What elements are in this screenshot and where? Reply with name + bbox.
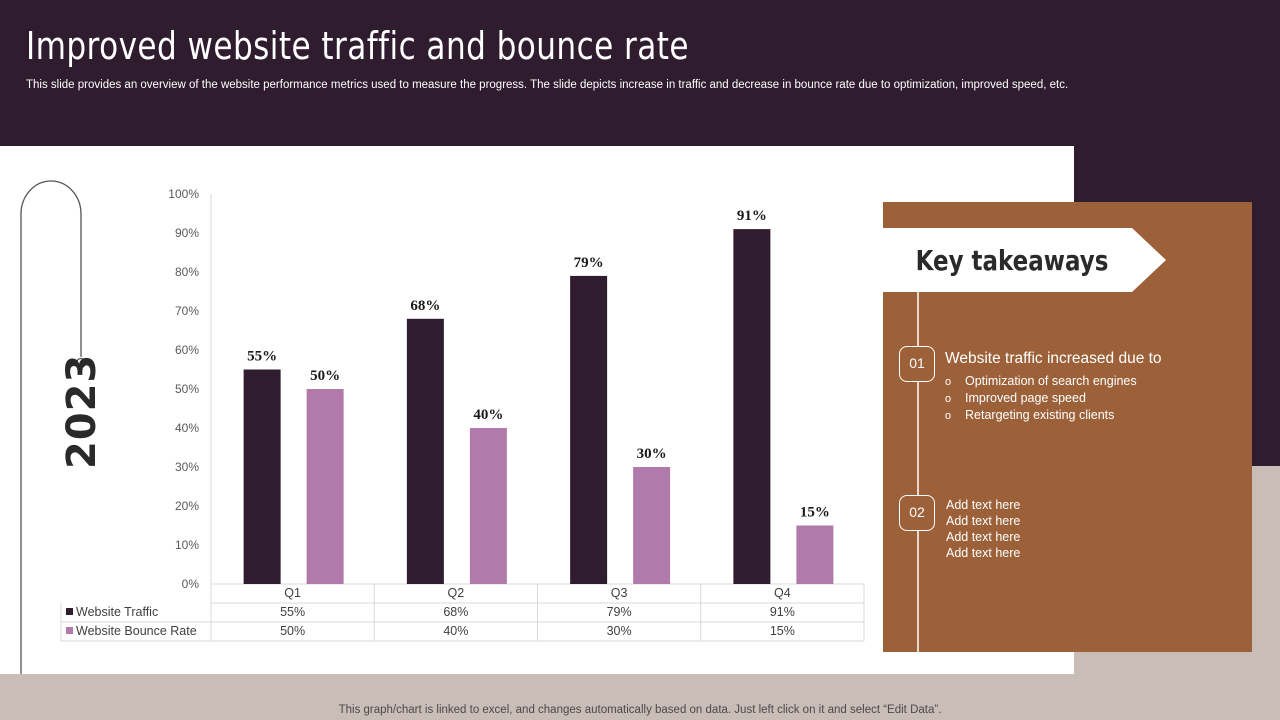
- takeaway-heading: Website traffic increased due to: [945, 350, 1162, 367]
- takeaway-bullet-list: o Optimization of search engines o Improve…: [945, 373, 1137, 424]
- data-label: 30%: [637, 446, 667, 462]
- y-tick-label: 90%: [175, 226, 199, 240]
- timeline-dot: [75, 357, 87, 369]
- header-band: Improved website traffic and bounce rate…: [0, 0, 1280, 146]
- list-item[interactable]: Add text here: [946, 498, 1021, 512]
- data-label: 55%: [247, 349, 277, 365]
- page-subtitle: This slide provides an overview of the w…: [26, 79, 1069, 91]
- y-tick-label: 100%: [168, 187, 199, 201]
- x-tick-label: Q3: [611, 586, 628, 600]
- table-cell: 91%: [770, 605, 795, 619]
- y-tick-label: 10%: [175, 538, 199, 552]
- table-cell: 55%: [280, 605, 305, 619]
- timeline-decoration: [20, 180, 82, 674]
- table-cell: 15%: [770, 624, 795, 638]
- year-label: 2023: [59, 353, 105, 469]
- table-cell: 50%: [280, 624, 305, 638]
- table-cell: 68%: [443, 605, 468, 619]
- bar: [469, 428, 507, 584]
- y-tick-label: 20%: [175, 499, 199, 513]
- table-cell: 79%: [607, 605, 632, 619]
- x-tick-label: Q4: [774, 586, 791, 600]
- bullet-icon: o: [945, 410, 952, 422]
- bullet-icon: o: [945, 393, 952, 405]
- data-label: 91%: [737, 208, 767, 224]
- takeaway-placeholder-list: Add text here Add text here Add text her…: [946, 497, 1020, 561]
- bar-chart[interactable]: 0% 10% 20% 30% 40% 50% 60% 70% 80% 90% 100% 55% 68% 7…: [60, 187, 865, 642]
- list-item[interactable]: Add text here: [946, 530, 1021, 544]
- legend-label: Website Traffic: [76, 605, 158, 619]
- takeaway-number-02: 02: [899, 495, 935, 531]
- y-tick-label: 30%: [175, 460, 199, 474]
- x-tick-label: Q1: [284, 586, 301, 600]
- table-cell: 40%: [443, 624, 468, 638]
- data-label: 15%: [800, 505, 830, 521]
- y-tick-label: 50%: [175, 382, 199, 396]
- bar: [243, 369, 281, 584]
- y-tick-label: 40%: [175, 421, 199, 435]
- list-item: o Improved page speed: [945, 391, 1086, 405]
- bar: [570, 275, 608, 584]
- legend-swatch: [66, 627, 73, 634]
- bar: [796, 525, 834, 584]
- data-label: 68%: [410, 298, 440, 314]
- bar: [306, 389, 344, 584]
- legend-label: Website Bounce Rate: [76, 624, 197, 638]
- table-cell: 30%: [607, 624, 632, 638]
- y-tick-label: 0%: [182, 577, 200, 591]
- key-takeaways-arrow-shape: [883, 228, 1166, 292]
- y-tick-label: 60%: [175, 343, 199, 357]
- key-takeaways-title: Key takeaways: [915, 244, 1109, 277]
- bar: [733, 229, 771, 584]
- page-title: Improved website traffic and bounce rate: [26, 24, 689, 68]
- data-label: 50%: [310, 368, 340, 384]
- legend-swatch: [66, 608, 73, 615]
- takeaway-number-01: 01: [899, 346, 935, 382]
- footer-note: This graph/chart is linked to excel, and…: [338, 704, 942, 716]
- list-item[interactable]: Add text here: [946, 546, 1021, 560]
- key-takeaways-timeline: [917, 292, 919, 652]
- data-label: 40%: [473, 407, 503, 423]
- bullet-icon: o: [945, 376, 952, 388]
- list-item[interactable]: Add text here: [946, 514, 1021, 528]
- list-item: o Retargeting existing clients: [945, 408, 1115, 422]
- bar: [406, 318, 444, 584]
- x-tick-label: Q2: [448, 586, 465, 600]
- bar: [633, 467, 671, 584]
- y-tick-label: 70%: [175, 304, 199, 318]
- data-label: 79%: [574, 255, 604, 271]
- y-tick-label: 80%: [175, 265, 199, 279]
- list-item: o Optimization of search engines: [945, 374, 1137, 388]
